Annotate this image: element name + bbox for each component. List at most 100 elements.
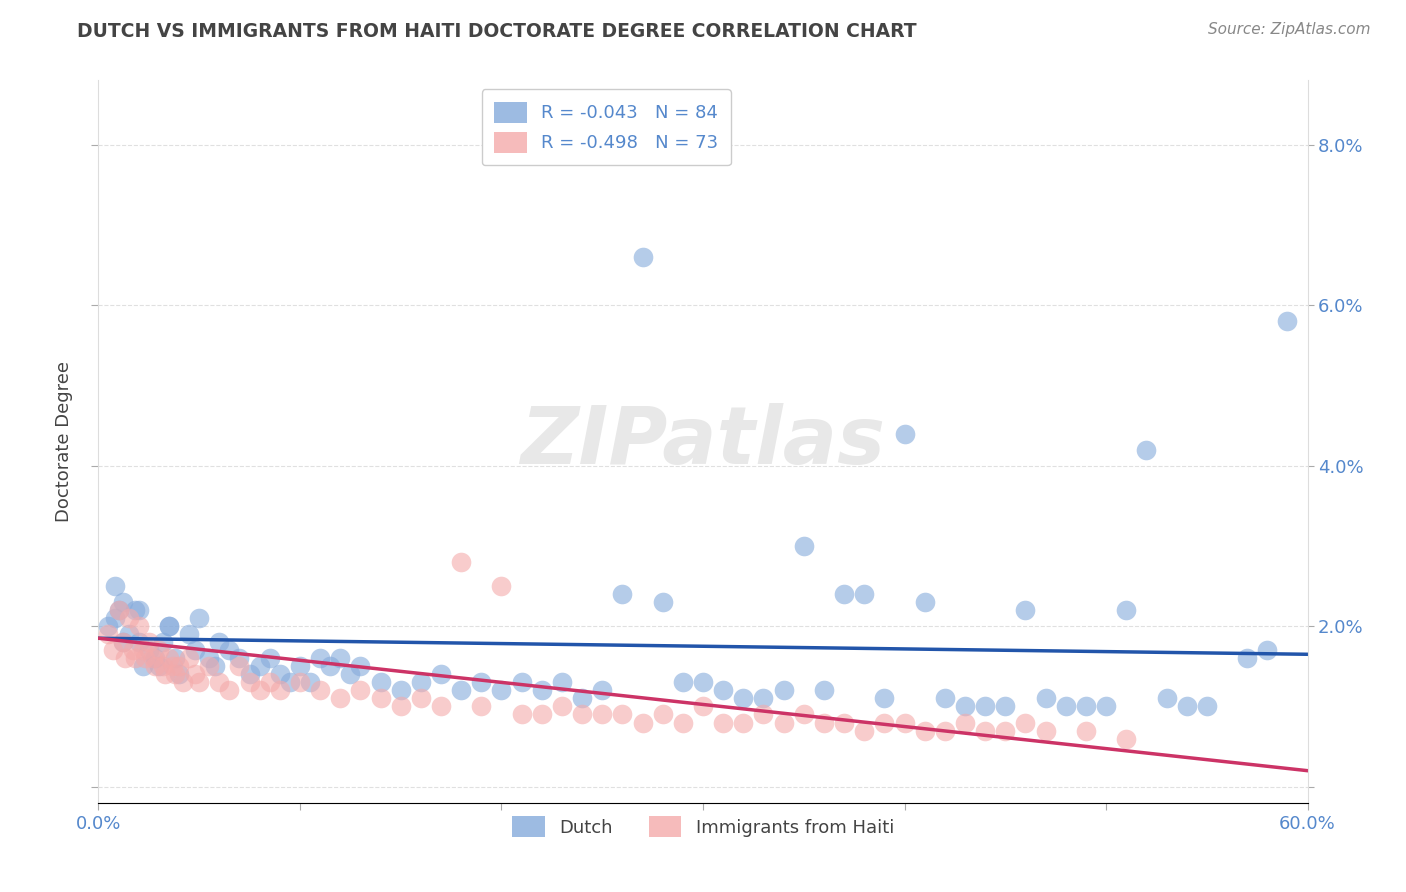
Point (1236, 651, 1258, 665)
Point (651, 707, 673, 722)
Point (1115, 603, 1137, 617)
Point (370, 675, 392, 690)
Point (853, 723, 876, 738)
Point (148, 643, 170, 657)
Point (470, 675, 492, 690)
Point (651, 595, 673, 609)
Point (612, 587, 634, 601)
Point (107, 603, 129, 617)
Point (1135, 442, 1157, 457)
Point (138, 635, 160, 649)
Point (97, 619, 120, 633)
Point (329, 691, 352, 706)
Point (893, 715, 915, 730)
Point (409, 675, 432, 690)
Point (157, 619, 180, 633)
Point (319, 659, 342, 673)
Point (163, 667, 186, 681)
Point (510, 675, 533, 690)
Point (208, 635, 231, 649)
Point (1195, 699, 1218, 714)
Point (184, 667, 207, 681)
Point (309, 651, 332, 665)
Point (107, 603, 129, 617)
Point (1277, 314, 1299, 328)
Point (349, 683, 371, 698)
Point (994, 699, 1017, 714)
Point (143, 651, 166, 665)
Point (339, 667, 361, 681)
Point (111, 635, 134, 649)
Point (1014, 603, 1036, 617)
Point (269, 667, 291, 681)
Point (571, 707, 593, 722)
Point (128, 635, 150, 649)
Point (430, 667, 453, 681)
Point (1115, 731, 1137, 746)
Point (733, 715, 755, 730)
Point (450, 683, 472, 698)
Point (148, 659, 170, 673)
Point (208, 675, 231, 690)
Point (128, 603, 150, 617)
Point (733, 691, 755, 706)
Point (132, 643, 155, 657)
Point (198, 651, 221, 665)
Point (132, 659, 155, 673)
Point (309, 683, 332, 698)
Point (118, 627, 141, 641)
Point (1035, 691, 1057, 706)
Point (571, 691, 593, 706)
Point (450, 555, 472, 569)
Point (752, 691, 775, 706)
Point (994, 723, 1017, 738)
Point (974, 699, 997, 714)
Point (124, 651, 146, 665)
Point (128, 619, 150, 633)
Point (249, 659, 271, 673)
Point (934, 691, 956, 706)
Point (631, 715, 654, 730)
Point (672, 675, 695, 690)
Point (259, 675, 281, 690)
Point (1014, 715, 1036, 730)
Point (167, 667, 190, 681)
Point (111, 635, 134, 649)
Point (752, 707, 775, 722)
Point (370, 691, 392, 706)
Point (111, 595, 134, 609)
Point (349, 659, 371, 673)
Point (172, 675, 194, 690)
Point (1074, 699, 1097, 714)
Point (179, 651, 201, 665)
Point (772, 683, 794, 698)
Point (530, 683, 553, 698)
Point (914, 723, 936, 738)
Point (97, 627, 120, 641)
Point (239, 667, 262, 681)
Point (953, 715, 976, 730)
Point (389, 699, 412, 714)
Point (853, 587, 876, 601)
Point (470, 699, 492, 714)
Point (124, 603, 146, 617)
Point (793, 707, 815, 722)
Point (134, 651, 156, 665)
Point (103, 579, 125, 593)
Point (893, 426, 915, 441)
Point (934, 723, 956, 738)
Point (672, 715, 695, 730)
Point (101, 643, 124, 657)
Point (491, 579, 513, 593)
Point (1095, 699, 1118, 714)
Point (239, 675, 262, 690)
Point (121, 643, 143, 657)
Point (772, 715, 794, 730)
Point (228, 659, 250, 673)
Point (299, 675, 322, 690)
Point (914, 595, 936, 609)
Point (389, 683, 412, 698)
Point (551, 675, 574, 690)
Point (103, 611, 125, 625)
Point (329, 651, 352, 665)
